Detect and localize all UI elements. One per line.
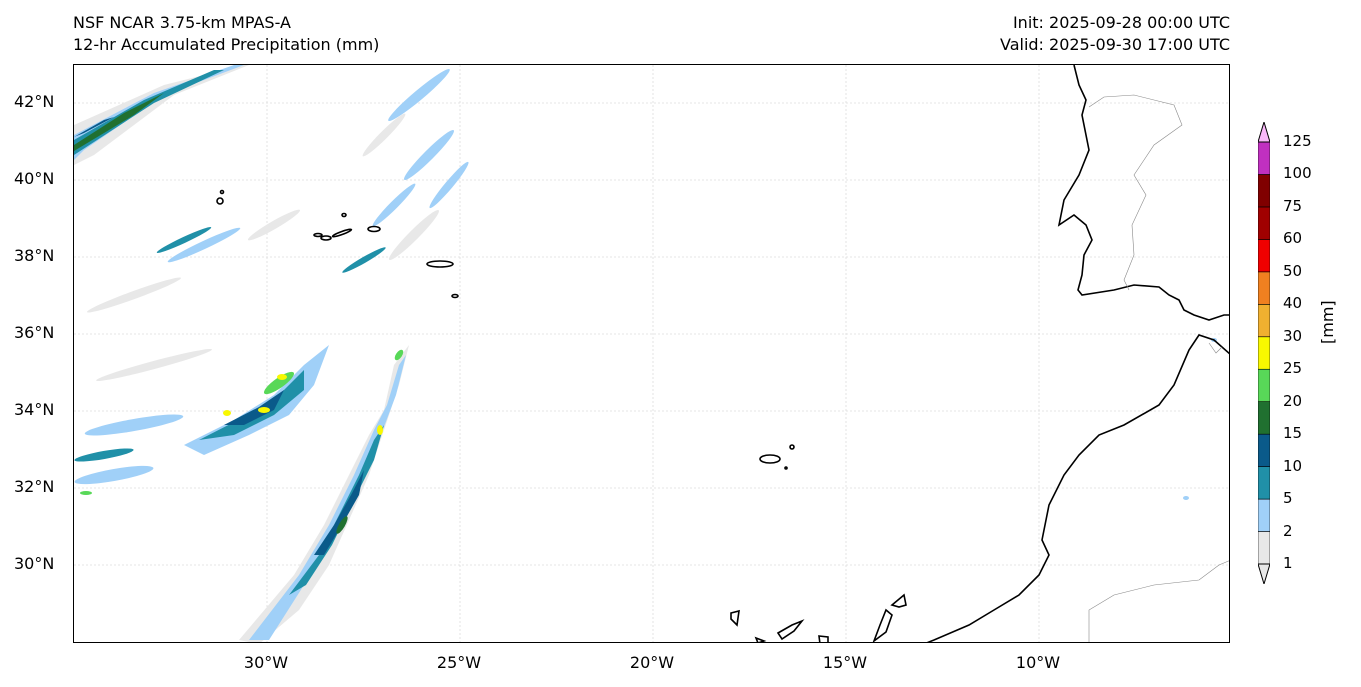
lat-label-30: 30°N xyxy=(14,554,55,573)
lat-label-34: 34°N xyxy=(14,400,55,419)
colorbar-segments xyxy=(1258,141,1270,565)
title-left: NSF NCAR 3.75-km MPAS-A 12-hr Accumulate… xyxy=(73,12,379,56)
colorbar-tick-label: 60 xyxy=(1283,229,1303,248)
colorbar-tick-label: 1 xyxy=(1283,554,1293,572)
lat-label-36: 36°N xyxy=(14,323,55,342)
colorbar-max-arrow xyxy=(1258,122,1270,143)
colorbar-segment xyxy=(1258,433,1270,467)
colorbar-tick-label: 100 xyxy=(1283,164,1312,183)
colorbar-segment xyxy=(1258,336,1270,370)
lat-label-40: 40°N xyxy=(14,169,55,188)
colorbar-tick-label: 10 xyxy=(1283,456,1303,475)
colorbar-tick-label: 75 xyxy=(1283,196,1303,215)
lat-label-38: 38°N xyxy=(14,246,55,265)
colorbar-segment xyxy=(1258,368,1270,402)
map-canvas xyxy=(74,65,1229,642)
colorbar-segment xyxy=(1258,271,1270,305)
init-time: Init: 2025-09-28 00:00 UTC xyxy=(1012,13,1230,32)
iberia-border xyxy=(1088,94,1183,291)
colorbar-tick-label: 15 xyxy=(1283,424,1303,443)
colorbar-segment xyxy=(1258,401,1270,435)
colorbar-units: [mm] xyxy=(1318,300,1337,344)
madeira xyxy=(759,454,781,464)
title-right: Init: 2025-09-28 00:00 UTC Valid: 2025-0… xyxy=(900,12,1230,56)
map-panel xyxy=(73,64,1230,643)
africa-coastline xyxy=(926,334,1229,642)
canary-islands xyxy=(730,593,907,642)
colorbar-segment xyxy=(1258,531,1270,565)
iberia-coastline xyxy=(1057,65,1229,321)
colorbar-segment xyxy=(1258,466,1270,500)
colorbar xyxy=(1258,122,1270,584)
graticule xyxy=(74,65,1229,642)
field-title: 12-hr Accumulated Precipitation (mm) xyxy=(73,35,380,54)
azores-sao-miguel xyxy=(426,260,454,268)
colorbar-tick-label: 40 xyxy=(1283,294,1303,313)
colorbar-tick-label: 50 xyxy=(1283,261,1303,280)
valid-time: Valid: 2025-09-30 17:00 UTC xyxy=(999,35,1230,54)
colorbar-segment xyxy=(1258,206,1270,240)
colorbar-segment xyxy=(1258,498,1270,532)
azores-flores xyxy=(216,197,224,205)
colorbar-min-arrow xyxy=(1258,563,1270,584)
islands xyxy=(216,189,907,642)
colorbar-tick-label: 25 xyxy=(1283,359,1303,378)
colorbar-tick-label: 20 xyxy=(1283,391,1303,410)
lon-label-25w: 25°W xyxy=(436,653,482,672)
colorbar-segment xyxy=(1258,304,1270,338)
model-title: NSF NCAR 3.75-km MPAS-A xyxy=(73,13,291,32)
lon-label-30w: 30°W xyxy=(243,653,289,672)
lon-label-15w: 15°W xyxy=(822,653,868,672)
colorbar-segment xyxy=(1258,174,1270,208)
colorbar-tick-label: 2 xyxy=(1283,521,1293,540)
colorbar-tick-label: 5 xyxy=(1283,489,1293,508)
colorbar-tick-label: 30 xyxy=(1283,326,1303,345)
lat-label-32: 32°N xyxy=(14,477,55,496)
lat-label-42: 42°N xyxy=(14,92,55,111)
precipitation-field xyxy=(74,65,1217,642)
colorbar-segment xyxy=(1258,141,1270,175)
colorbar-segment xyxy=(1258,239,1270,273)
lon-label-10w: 10°W xyxy=(1015,653,1061,672)
colorbar-tick-label: 125 xyxy=(1283,132,1312,150)
lon-label-20w: 20°W xyxy=(629,653,675,672)
